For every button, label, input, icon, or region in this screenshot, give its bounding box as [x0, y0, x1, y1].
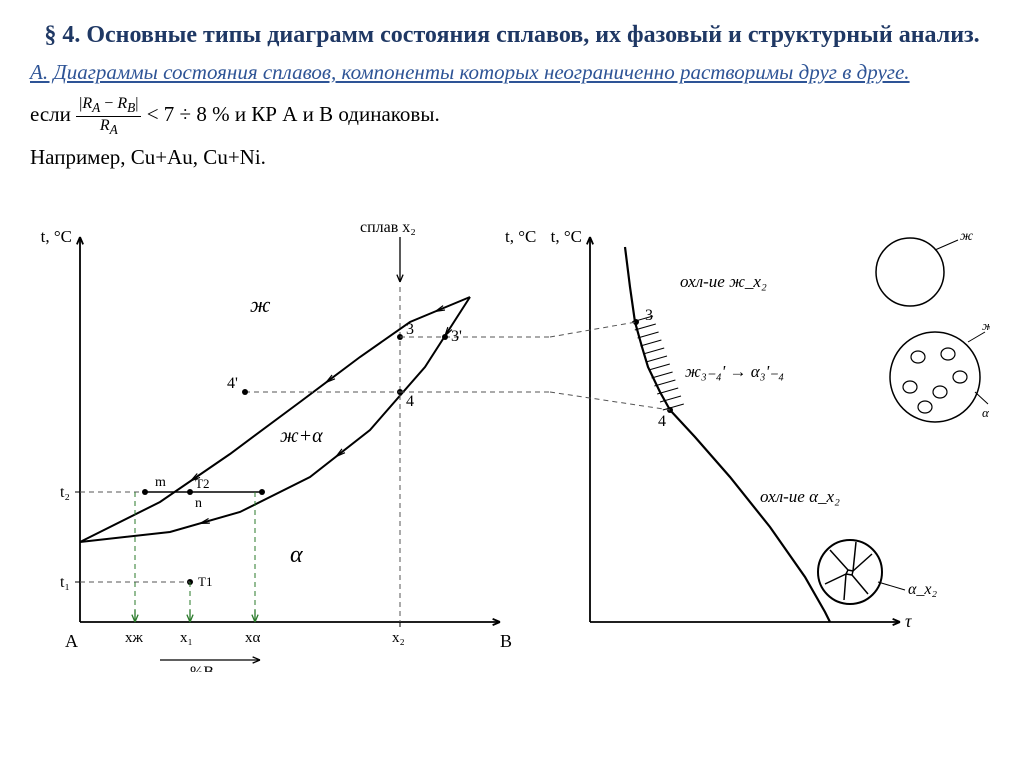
svg-text:4: 4 — [406, 393, 414, 410]
formula-denominator: RA — [76, 117, 141, 137]
svg-text:3: 3 — [406, 321, 414, 338]
svg-text:B: B — [500, 631, 512, 651]
diagram-container: t, °C t, °C A Bж ж+α α сплав x₂ 3 4 4' 3' m T2 n t₂ T1 t… — [30, 192, 990, 672]
svg-text:T1: T1 — [198, 574, 212, 589]
svg-text:x₁: x₁ — [180, 630, 193, 646]
condition-line: если |RA − RB| RA < 7 ÷ 8 % и КР А и В о… — [30, 96, 994, 136]
svg-text:ж: ж — [960, 229, 973, 244]
svg-text:ж: ж — [250, 292, 271, 317]
svg-text:T2: T2 — [195, 476, 209, 491]
svg-text:α: α — [982, 405, 990, 420]
diagrams-svg: t, °C t, °C A Bж ж+α α сплав x₂ 3 4 4' 3' m T2 n t₂ T1 t… — [30, 192, 990, 672]
svg-text:сплав x₂: сплав x₂ — [360, 219, 416, 236]
svg-text:t, °C: t, °C — [505, 227, 536, 246]
svg-text:4': 4' — [227, 375, 238, 392]
svg-text:α_x₂: α_x₂ — [908, 581, 938, 598]
section-title: § 4. Основные типы диаграмм состояния сп… — [30, 20, 994, 51]
svg-text:ж: ж — [982, 318, 990, 333]
example-line: Например, Cu+Au, Cu+Ni. — [30, 143, 994, 172]
svg-text:t₂: t₂ — [60, 484, 70, 501]
formula: |RA − RB| RA — [76, 96, 141, 136]
svg-text:n: n — [195, 496, 202, 511]
svg-text:t, °C: t, °C — [41, 227, 72, 246]
svg-text:охл-ие α_x₂: охл-ие α_x₂ — [760, 487, 840, 506]
svg-text:ж₃₋₄' → α₃'₋₄: ж₃₋₄' → α₃'₋₄ — [685, 362, 784, 381]
svg-text:ж+α: ж+α — [280, 425, 323, 447]
svg-text:охл-ие ж_x₂: охл-ие ж_x₂ — [680, 272, 767, 291]
condition-suffix: < 7 ÷ 8 % и КР А и В одинаковы. — [147, 102, 440, 126]
svg-text:xα: xα — [245, 630, 261, 646]
svg-text:3': 3' — [451, 328, 462, 345]
svg-text:t, °C: t, °C — [551, 227, 582, 246]
formula-numerator: |RA − RB| — [76, 96, 141, 117]
svg-text:4: 4 — [658, 413, 666, 430]
condition-prefix: если — [30, 102, 71, 126]
svg-text:α: α — [290, 542, 303, 568]
section-subtitle: А. Диаграммы состояния сплавов, компонен… — [30, 59, 994, 86]
svg-text:τ: τ — [905, 611, 912, 631]
svg-text:t₁: t₁ — [60, 574, 70, 591]
svg-text:x₂: x₂ — [392, 630, 405, 646]
svg-text:xж: xж — [125, 630, 144, 646]
svg-text:3: 3 — [645, 307, 653, 324]
svg-text:m: m — [155, 475, 166, 490]
svg-text:A: A — [65, 631, 78, 651]
svg-text:%B: %B — [190, 664, 214, 672]
